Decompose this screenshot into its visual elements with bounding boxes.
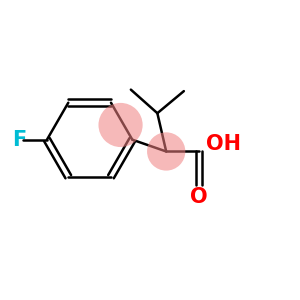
Circle shape	[98, 103, 142, 147]
Text: O: O	[190, 187, 207, 207]
Text: F: F	[12, 130, 26, 150]
Text: OH: OH	[206, 134, 241, 154]
Circle shape	[147, 132, 185, 171]
